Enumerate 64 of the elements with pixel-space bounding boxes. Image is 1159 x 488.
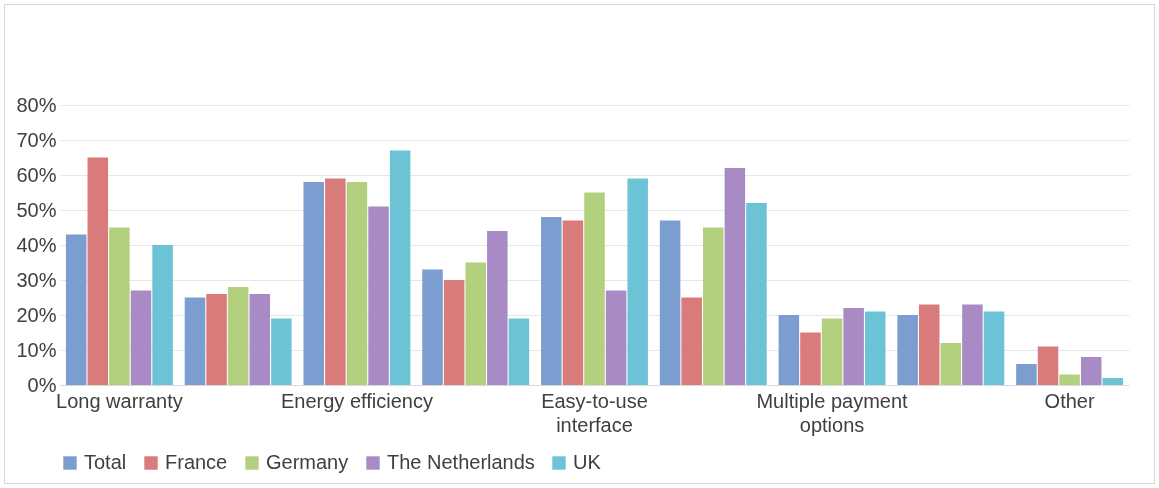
bar (325, 178, 346, 385)
bar (1037, 346, 1059, 385)
y-tick-label: 10% (16, 338, 57, 361)
bar (422, 269, 443, 385)
bar (659, 220, 681, 385)
bar (184, 297, 206, 385)
bar (249, 294, 271, 385)
bar (584, 192, 605, 385)
y-tick-label: 30% (16, 268, 57, 291)
bar (443, 280, 465, 385)
bar (724, 168, 746, 385)
bar (109, 227, 130, 385)
bar (303, 182, 325, 385)
bar (487, 231, 508, 385)
x-tick-label: Easy-to-use interface (541, 389, 648, 436)
bar (87, 157, 109, 385)
y-tick-label: 20% (16, 303, 57, 326)
y-tick-label: 0% (27, 373, 57, 396)
bar (541, 217, 562, 385)
bar (1080, 357, 1102, 385)
x-tick-label: Other (1044, 389, 1095, 412)
bar (227, 287, 249, 385)
bar (562, 220, 584, 385)
y-tick-label: 80% (16, 93, 57, 116)
x-tick-label: Multiple payment options (756, 389, 909, 436)
bar (465, 262, 486, 385)
bar (821, 318, 843, 385)
legend-label: Total (84, 451, 127, 473)
bar (800, 332, 821, 385)
legend-label: Germany (266, 451, 349, 473)
x-tick-label: Energy efficiency (280, 389, 433, 412)
bar (746, 203, 767, 385)
bar (508, 318, 530, 385)
bar (152, 245, 173, 385)
bar (864, 311, 886, 385)
bar (346, 182, 368, 385)
bar (1059, 374, 1080, 385)
bar (983, 311, 1005, 385)
bar (918, 304, 940, 385)
bar (940, 343, 962, 385)
bar (681, 297, 702, 385)
y-tick-label: 40% (16, 233, 57, 256)
legend-label: France (165, 451, 228, 473)
bar (627, 178, 648, 385)
y-tick-label: 60% (16, 163, 57, 186)
bar (778, 315, 800, 385)
y-tick-label: 70% (16, 128, 57, 151)
bar (703, 227, 724, 385)
bar (271, 318, 292, 385)
bar (1102, 378, 1124, 385)
bar (389, 150, 411, 385)
bar (897, 315, 918, 385)
legend-label: The Netherlands (387, 451, 535, 473)
bar (1016, 364, 1037, 385)
legend-label: UK (573, 451, 602, 473)
bar (65, 234, 87, 385)
bar (962, 304, 983, 385)
y-tick-label: 50% (16, 198, 57, 221)
bar (605, 290, 627, 385)
x-tick-label: Long warranty (56, 389, 183, 412)
bar (843, 308, 864, 385)
bar (206, 294, 227, 385)
bar (130, 290, 152, 385)
bar (368, 206, 389, 385)
